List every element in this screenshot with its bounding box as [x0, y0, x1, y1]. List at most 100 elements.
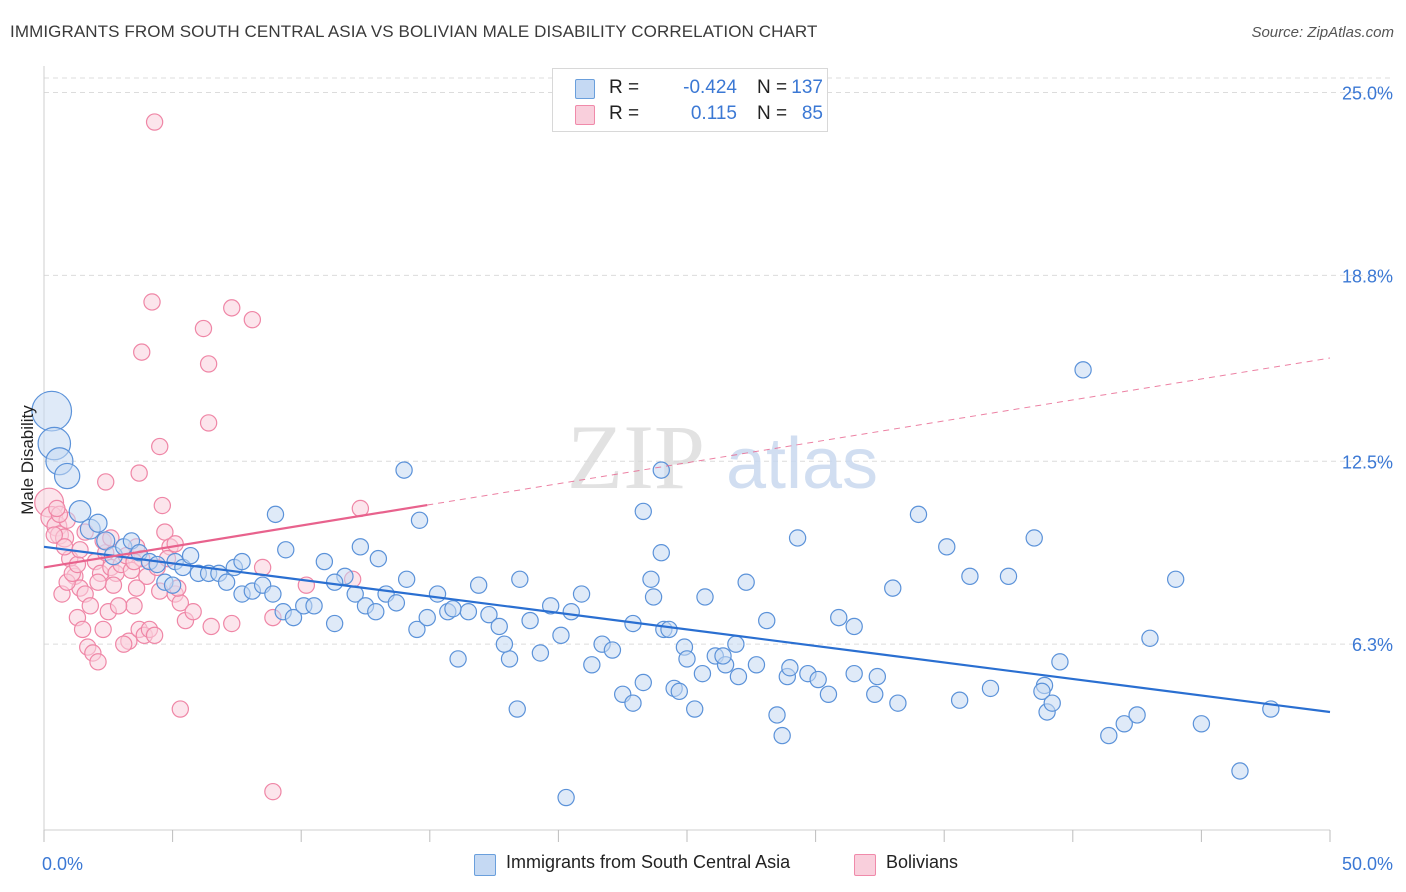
data-point-south-central-asia — [264, 585, 282, 603]
legend-n-label: N = — [757, 77, 788, 98]
correlation-legend: R = -0.424 N = 137 R = 0.115 N = 85 — [552, 68, 828, 132]
data-point-south-central-asia — [500, 650, 519, 668]
bottom-legend-swatch-blue — [474, 854, 496, 876]
data-point-south-central-asia — [909, 505, 928, 524]
y-tick-label: 12.5% — [1342, 452, 1393, 472]
data-point-south-central-asia — [768, 706, 786, 724]
data-point-south-central-asia — [418, 608, 436, 627]
bottom-legend-label: Bolivians — [886, 852, 959, 872]
data-point-bolivian — [194, 319, 213, 338]
data-point-south-central-asia — [552, 626, 570, 645]
data-point-bolivian — [55, 538, 74, 556]
data-point-south-central-asia — [1166, 570, 1185, 588]
data-point-south-central-asia — [305, 597, 323, 615]
tick-labels: 6.3% 12.5% 18.8% 25.0% 0.0% 50.0% — [42, 84, 1393, 874]
data-point-south-central-asia — [714, 647, 732, 665]
data-point-south-central-asia — [603, 641, 622, 659]
data-point-bolivian — [153, 496, 172, 515]
data-point-south-central-asia — [428, 585, 447, 603]
data-point-south-central-asia — [490, 617, 508, 636]
data-point-bolivian — [68, 555, 87, 574]
data-point-bolivian — [73, 620, 92, 639]
data-point-bolivian — [115, 635, 133, 653]
data-point-south-central-asia — [277, 541, 295, 559]
y-tick-label: 6.3% — [1352, 635, 1393, 655]
data-point-south-central-asia — [696, 588, 714, 606]
legend-n-label: N = — [757, 103, 788, 124]
data-point-south-central-asia — [408, 620, 426, 639]
data-point-south-central-asia — [444, 600, 462, 618]
legend-r-value: -0.424 — [683, 77, 737, 98]
data-point-south-central-asia — [644, 588, 663, 606]
data-point-bolivian — [243, 310, 262, 329]
data-point-south-central-asia — [449, 650, 467, 668]
data-point-south-central-asia — [315, 552, 334, 571]
data-point-south-central-asia — [845, 664, 863, 683]
data-point-south-central-asia — [1100, 726, 1118, 745]
data-point-south-central-asia — [1115, 715, 1133, 733]
legend-r-label: R = — [609, 77, 640, 98]
data-point-bolivian — [94, 620, 112, 639]
legend-n-value: 137 — [791, 77, 823, 98]
data-point-bolivian — [202, 617, 220, 636]
y-tick-label: 25.0% — [1342, 84, 1393, 104]
legend-n-value: 85 — [801, 103, 823, 124]
data-point-south-central-asia — [572, 585, 591, 603]
trend-lines — [43, 357, 1331, 714]
data-point-south-central-asia — [217, 573, 236, 591]
data-point-bolivian — [130, 464, 148, 482]
data-point-south-central-asia — [397, 570, 416, 588]
x-tick-label: 0.0% — [42, 854, 83, 874]
data-point-bolivian — [223, 614, 241, 633]
data-point-bolivian — [109, 597, 128, 615]
data-point-south-central-asia — [541, 597, 560, 615]
data-point-south-central-asia — [652, 461, 670, 479]
data-point-bolivian — [81, 597, 99, 615]
data-point-south-central-asia — [459, 603, 478, 621]
data-point-south-central-asia — [266, 505, 285, 524]
data-point-south-central-asia — [395, 461, 413, 479]
bottom-legend-swatch-pink — [854, 854, 876, 876]
bottom-legend-label: Immigrants from South Central Asia — [506, 852, 791, 872]
data-point-south-central-asia — [845, 617, 863, 636]
data-point-south-central-asia — [1074, 361, 1092, 379]
data-point-south-central-asia — [88, 513, 108, 533]
data-point-south-central-asia — [1043, 694, 1061, 712]
data-point-south-central-asia — [163, 576, 182, 594]
data-point-bolivian — [89, 653, 107, 671]
data-point-bolivian — [133, 343, 151, 361]
data-point-bolivian — [89, 573, 107, 591]
data-point-south-central-asia — [1025, 529, 1043, 547]
data-point-bolivian — [127, 579, 146, 597]
data-point-south-central-asia — [233, 552, 251, 571]
data-point-south-central-asia — [531, 644, 550, 662]
legend-r-label: R = — [609, 103, 640, 124]
data-point-south-central-asia — [469, 576, 488, 594]
data-point-south-central-asia — [729, 667, 748, 686]
data-point-south-central-asia — [950, 691, 969, 709]
data-point-bolivian — [264, 782, 282, 801]
data-point-bolivian — [171, 700, 190, 718]
data-point-south-central-asia — [1231, 762, 1249, 780]
data-point-south-central-asia — [410, 511, 429, 529]
data-point-south-central-asia — [693, 664, 712, 683]
data-point-south-central-asia — [562, 603, 580, 621]
data-point-south-central-asia — [369, 549, 388, 568]
data-point-south-central-asia — [747, 656, 766, 674]
data-point-south-central-asia — [284, 608, 303, 627]
data-point-south-central-asia — [670, 682, 688, 701]
data-point-bolivian — [223, 299, 241, 317]
data-point-south-central-asia — [981, 679, 1000, 698]
data-point-south-central-asia — [480, 605, 498, 624]
data-point-south-central-asia — [624, 694, 642, 712]
data-point-south-central-asia — [181, 546, 200, 565]
data-point-south-central-asia — [521, 611, 539, 630]
data-point-south-central-asia — [642, 570, 660, 588]
data-point-south-central-asia — [583, 656, 601, 674]
data-point-south-central-asia — [686, 700, 704, 718]
watermark-zip: ZIP — [567, 406, 705, 508]
data-point-south-central-asia — [1128, 706, 1146, 724]
data-point-south-central-asia — [508, 700, 526, 718]
data-point-south-central-asia — [325, 614, 344, 633]
data-point-south-central-asia — [53, 462, 81, 490]
